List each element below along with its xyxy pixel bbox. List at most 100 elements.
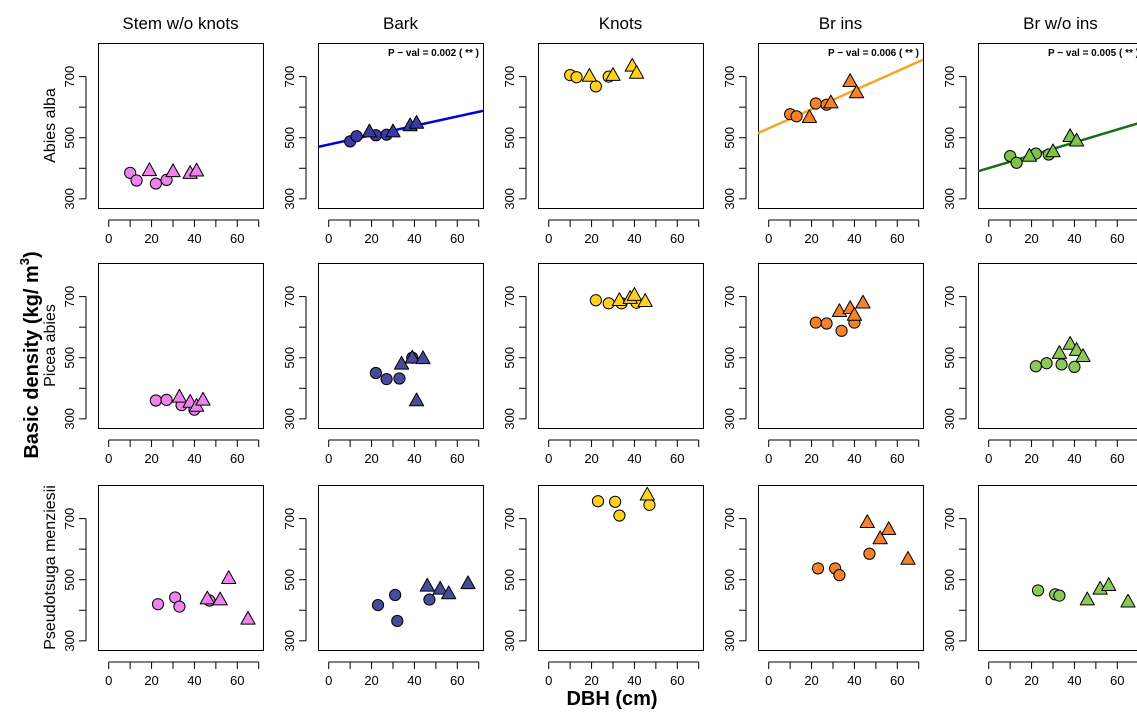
column-title-br-ins: Br ins: [819, 14, 862, 33]
panel-knots-abies-alba: 0 20 40 60 300 500 700: [502, 43, 704, 246]
y-tick-label: 300: [722, 188, 737, 210]
triangle-point: [881, 521, 897, 536]
panel-frame: [318, 43, 484, 209]
column-title-stem-w-o-knots: Stem w/o knots: [122, 14, 238, 33]
p-value-label: P − val = 0.006 ( ** ): [828, 48, 919, 59]
panel-plot-area: [589, 287, 653, 310]
y-tick-label: 300: [942, 630, 957, 652]
row-label-abies-alba: Abies alba: [42, 88, 59, 163]
triangle-point: [188, 162, 205, 177]
circle-point: [809, 316, 822, 329]
x-tick-label: 40: [627, 673, 641, 688]
x-tick-label: 0: [545, 451, 552, 466]
x-tick-label: 20: [584, 231, 598, 246]
panel-plot-area: [1031, 577, 1136, 608]
x-tick-label: 20: [364, 231, 378, 246]
y-tick-label: 500: [502, 569, 517, 591]
x-tick-label: 60: [1110, 231, 1124, 246]
y-tick-label: 500: [502, 127, 517, 149]
regression-line: [758, 58, 923, 135]
panel-frame: [538, 43, 704, 209]
x-tick-label: 20: [804, 451, 818, 466]
y-tick-label: 500: [282, 127, 297, 149]
circle-point: [589, 294, 602, 307]
y-tick-label: 500: [722, 127, 737, 149]
circle-point: [173, 600, 186, 613]
panel-plot-area: [124, 162, 205, 190]
panels: Stem w/o knots Bark Knots Br ins Br w/o ins A…: [42, 14, 1137, 688]
x-tick-label: 40: [1067, 451, 1081, 466]
row-label-picea-abies: Picea abies: [42, 304, 59, 387]
y-tick-label: 300: [282, 630, 297, 652]
x-tick-label: 0: [765, 451, 772, 466]
y-tick-label: 300: [62, 408, 77, 430]
x-tick-label: 40: [627, 231, 641, 246]
x-tick-label: 40: [847, 231, 861, 246]
panel-knots-picea-abies: 0 20 40 60 300 500 700: [502, 263, 704, 466]
triangle-point: [415, 350, 431, 365]
p-value-label: P − val = 0.005 ( ** ): [1048, 48, 1137, 59]
x-tick-label: 20: [144, 673, 158, 688]
x-tick-label: 60: [230, 673, 244, 688]
x-tick-label: 60: [890, 673, 904, 688]
circle-point: [613, 509, 626, 522]
panel-frame: [758, 263, 924, 429]
x-tick-label: 0: [325, 451, 332, 466]
triangle-point: [1062, 335, 1078, 350]
panel-frame: [978, 485, 1137, 651]
x-tick-label: 60: [1110, 673, 1124, 688]
x-tick-label: 60: [670, 231, 684, 246]
panel-bark-pseudotsuga-menziesii: 0 20 40 60 300 500 700: [282, 485, 484, 688]
x-tick-label: 20: [1024, 451, 1038, 466]
triangle-point: [212, 591, 228, 606]
circle-point: [609, 495, 622, 508]
panel-plot-area: [149, 388, 211, 416]
circle-point: [160, 393, 173, 406]
x-tick-label: 60: [450, 231, 464, 246]
triangle-point: [611, 292, 628, 307]
x-axis-title: DBH (cm): [566, 688, 657, 710]
x-tick-label: 40: [187, 451, 201, 466]
triangle-point: [221, 570, 237, 584]
y-tick-label: 300: [62, 188, 77, 210]
row-label-pseudotsuga-menziesii: Pseudotsuga menziesii: [42, 485, 59, 650]
triangle-point: [605, 67, 621, 81]
x-tick-label: 0: [545, 231, 552, 246]
y-tick-label: 300: [722, 630, 737, 652]
y-tick-label: 700: [722, 508, 737, 530]
x-tick-label: 20: [804, 673, 818, 688]
triangle-point: [141, 162, 158, 177]
triangle-point: [1068, 132, 1085, 147]
panel-plot-area: P − val = 0.002 ( ** ): [318, 48, 483, 149]
x-tick-label: 0: [105, 673, 112, 688]
x-tick-label: 20: [804, 231, 818, 246]
y-tick-label: 500: [502, 347, 517, 369]
column-title-br-w-o-ins: Br w/o ins: [1023, 14, 1098, 33]
triangle-point: [441, 585, 457, 600]
y-tick-label: 500: [942, 569, 957, 591]
x-tick-label: 0: [105, 451, 112, 466]
x-tick-label: 40: [1067, 673, 1081, 688]
triangle-point: [859, 514, 875, 529]
y-axis-title: Basic density (kg/ m3): [17, 251, 43, 458]
circle-point: [790, 110, 803, 123]
p-value-label: P − val = 0.002 ( ** ): [388, 48, 479, 59]
panel-frame: [538, 485, 704, 651]
x-tick-label: 20: [584, 451, 598, 466]
panel-br-ins-abies-alba: 0 20 40 60 300 500 700 P − val = 0.006 ( ** ): [722, 43, 924, 246]
y-axis-title-close: ): [21, 251, 43, 258]
y-tick-label: 500: [282, 347, 297, 369]
regression-line: [978, 122, 1137, 173]
y-tick-label: 300: [942, 188, 957, 210]
y-axis-title-superscript: 3: [17, 258, 32, 265]
y-tick-label: 700: [62, 66, 77, 88]
circle-point: [811, 562, 825, 575]
circle-point: [350, 130, 363, 143]
panel-frame: [98, 263, 264, 429]
panel-br-w-o-ins-abies-alba: 0 20 40 60 300 500 700 P − val = 0.005 ( ** ): [942, 43, 1137, 246]
circle-point: [643, 498, 656, 511]
triangle-point: [1068, 342, 1085, 356]
panel-plot-area: P − val = 0.006 ( ** ): [758, 48, 923, 135]
x-tick-label: 40: [847, 673, 861, 688]
